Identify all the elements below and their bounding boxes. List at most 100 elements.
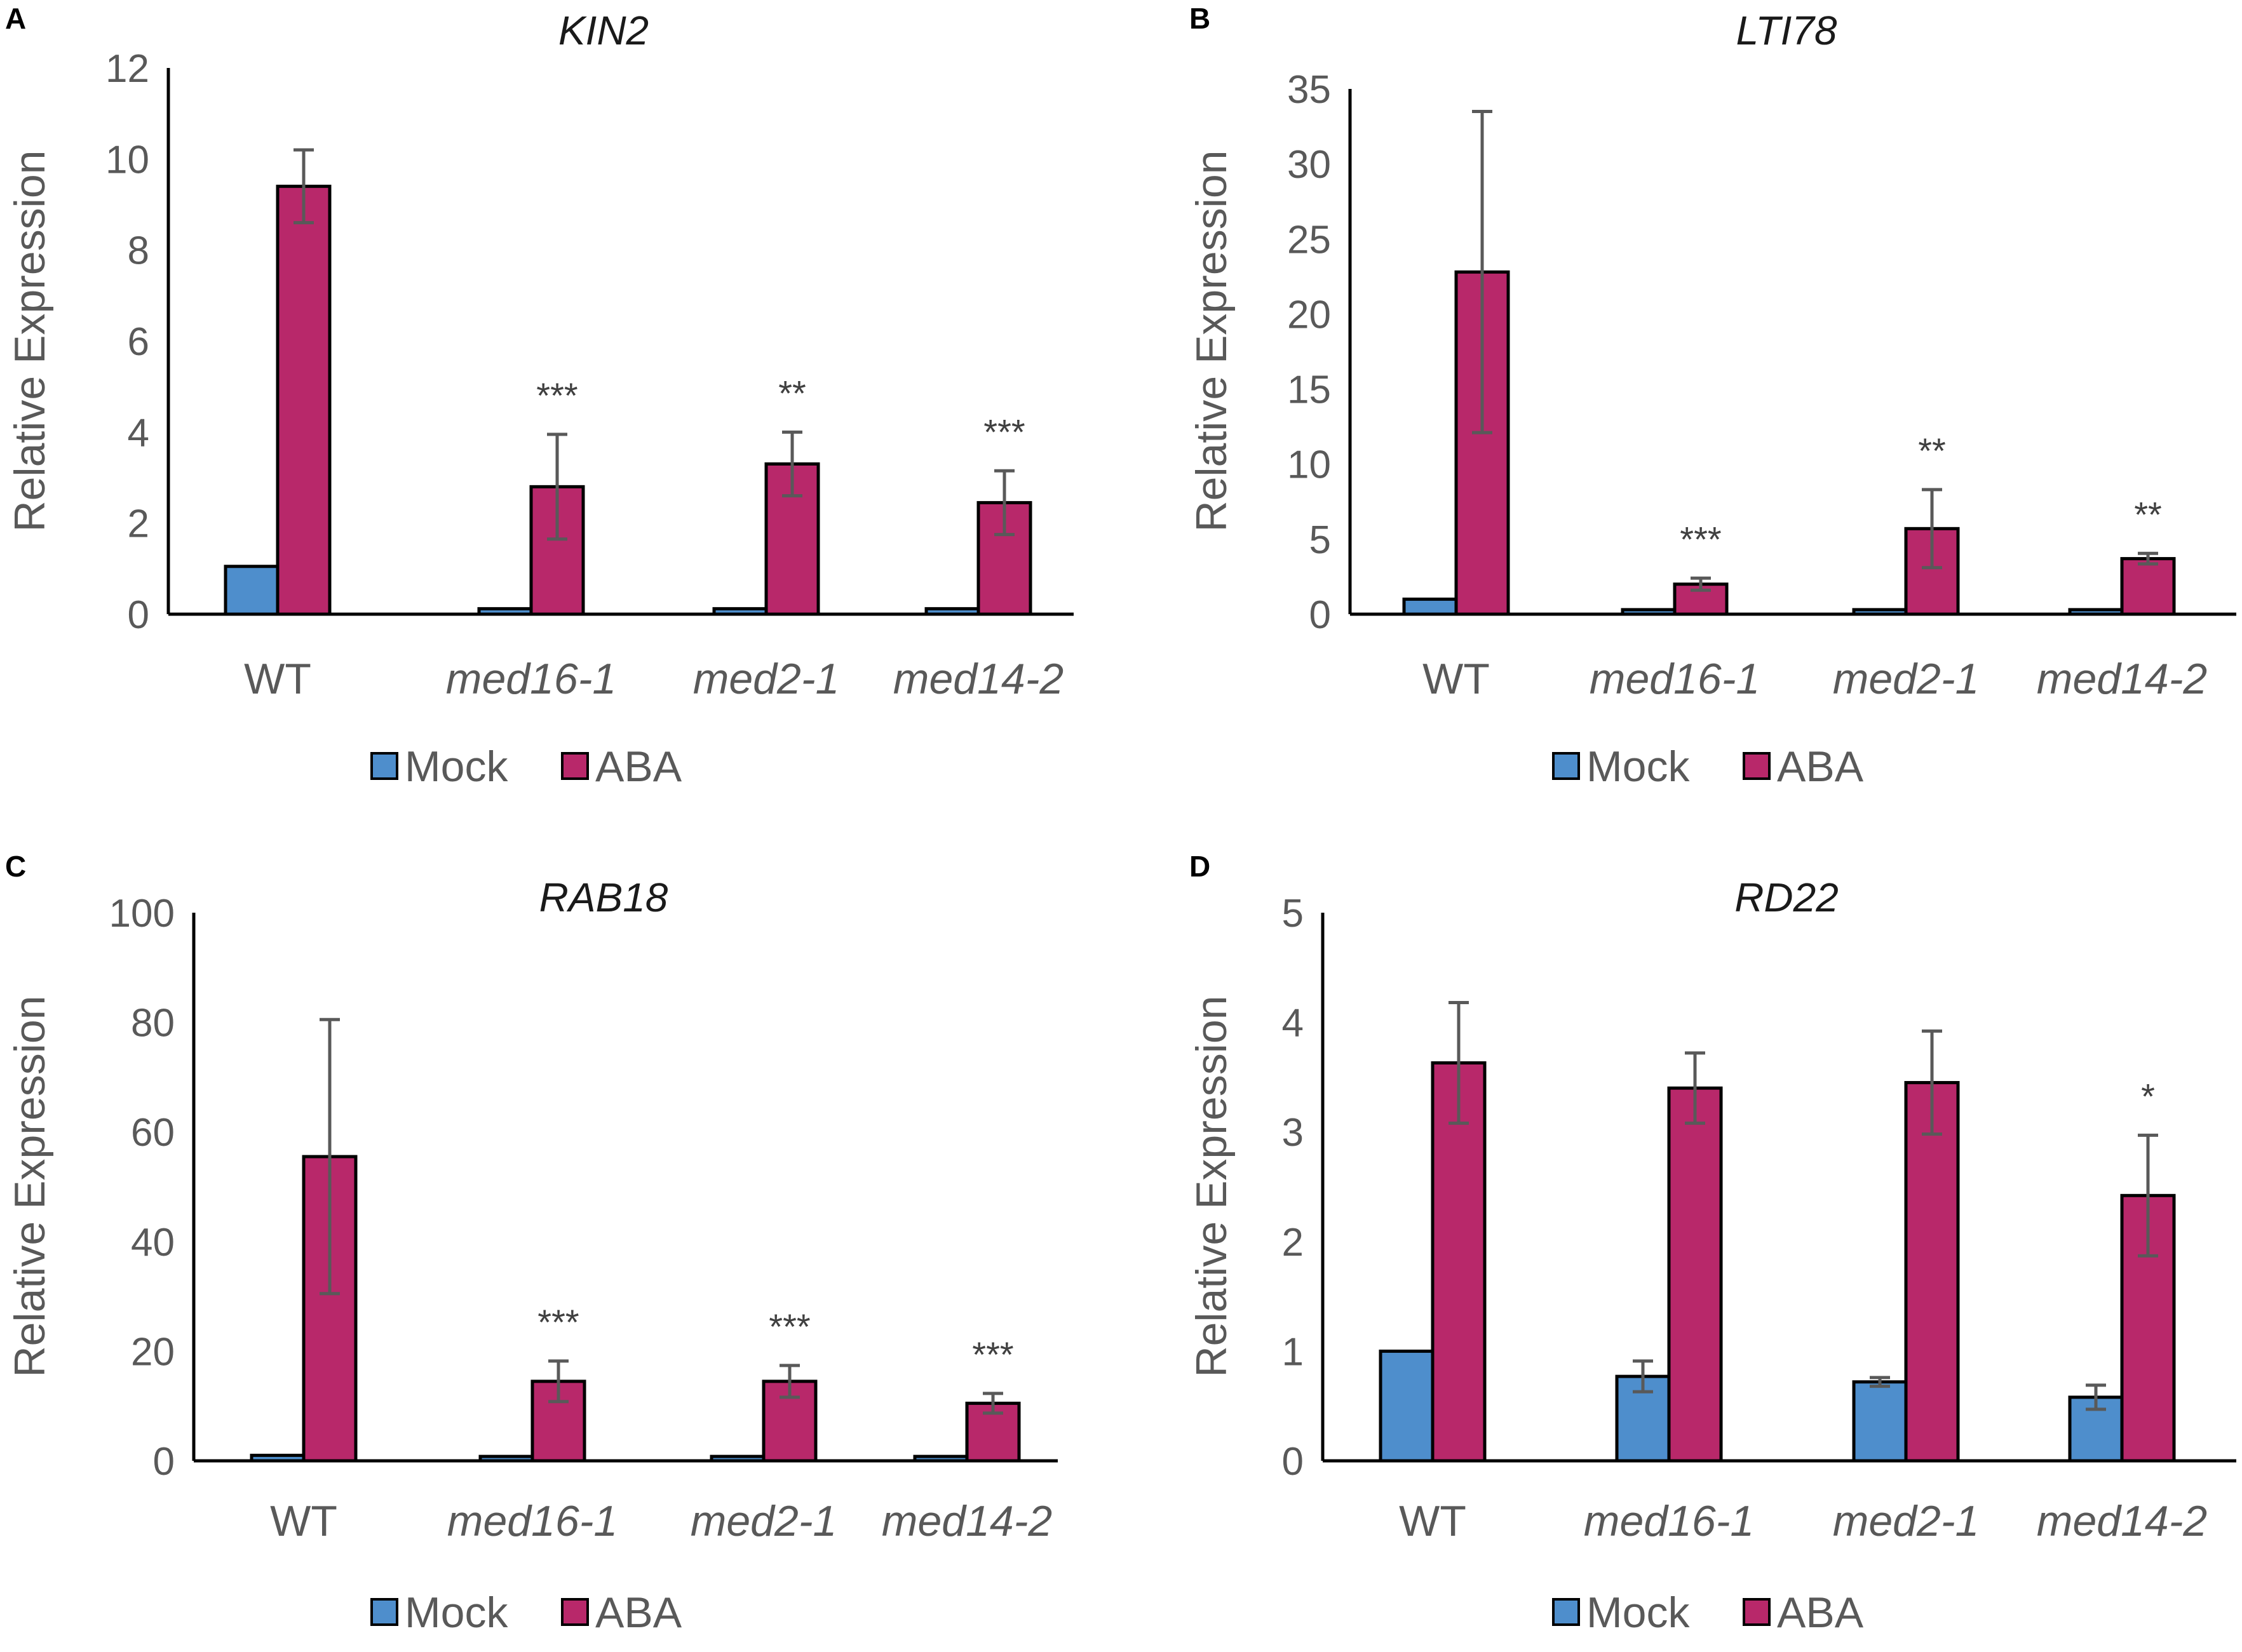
y-tick-label: 10 [1287,443,1331,487]
legend: Mock ABA [1552,1588,1864,1637]
x-tick-label: WT [270,1497,337,1545]
y-tick-label: 2 [1282,1221,1304,1265]
bar-aba-med16-1 [1667,1086,1723,1463]
x-tick-label: med16-1 [1584,1497,1754,1545]
bar-mock-WT [1402,597,1458,616]
y-tick-label: 8 [128,229,149,273]
legend: Mock ABA [370,1588,682,1637]
significance-marker: *** [536,375,577,415]
y-tick-label: 40 [131,1221,175,1265]
bar-mock-med16-1 [1621,608,1677,616]
y-tick-label: 2 [128,502,149,546]
significance-marker: *** [769,1306,810,1346]
chart-title: RD22 [1734,875,1839,920]
significance-marker: ** [2134,494,2162,534]
bar-mock-med16-1 [477,607,533,616]
y-tick-label: 15 [1287,368,1331,412]
significance-marker: *** [972,1334,1013,1374]
significance-marker: *** [537,1302,579,1342]
bar-mock-med16-1 [478,1454,534,1463]
legend-swatch-mock [1552,752,1580,780]
y-tick-label: 30 [1287,143,1331,187]
y-tick-label: 60 [131,1111,175,1155]
y-tick-label: 0 [1309,593,1331,637]
x-tick-label: med14-2 [893,655,1064,703]
x-tick-label: med2-1 [691,1497,837,1545]
x-tick-label: med16-1 [1590,655,1760,703]
legend-swatch-aba [1743,1598,1771,1626]
bar-mock-med2-1 [1852,1380,1908,1463]
panel-letter: D [1189,850,1210,883]
x-tick-label: WT [244,655,311,703]
x-tick-label: med14-2 [2037,1497,2207,1545]
y-axis-label: Relative Expression [1187,151,1236,532]
significance-marker: ** [778,373,806,413]
y-tick-label: 5 [1309,518,1331,562]
panel-letter: B [1189,2,1210,35]
x-tick-label: med2-1 [1833,655,1980,703]
y-tick-label: 25 [1287,218,1331,262]
panel-letter: C [5,850,26,883]
y-tick-label: 100 [109,892,175,936]
x-tick-label: WT [1399,1497,1466,1545]
bar-aba-med2-1 [1904,1081,1960,1463]
y-tick-label: 10 [105,138,149,182]
legend: Mock ABA [370,742,682,791]
bar-mock-med14-2 [913,1454,969,1463]
bar-mock-WT [224,565,280,616]
y-tick-label: 12 [105,47,149,91]
chart-panel-b: B LTI78 Relative Expression 0 5 10 15 20 25 30 35 W… [1187,2,2236,791]
x-tick-label: med14-2 [2037,655,2207,703]
x-tick-label: WT [1422,655,1490,703]
y-tick-label: 35 [1287,68,1331,112]
chart-panel-a: A KIN2 Relative Expression 0 2 4 6 8 10 12 WT *** me… [5,2,1074,791]
y-tick-label: 80 [131,1002,175,1045]
legend-label-mock: Mock [1586,1588,1690,1637]
y-tick-label: 4 [1282,1002,1304,1045]
chart-panel-c: C RAB18 Relative Expression 0 20 40 60 80 100 WT *… [5,850,1058,1637]
y-tick-label: 1 [1282,1330,1304,1374]
bar-mock-med2-1 [710,1454,766,1463]
chart-title: RAB18 [539,875,668,920]
y-axis-label: Relative Expression [6,151,54,532]
chart-title: LTI78 [1736,8,1837,53]
significance-marker: * [2141,1076,2155,1116]
y-tick-label: 5 [1282,892,1304,936]
legend: Mock ABA [1552,742,1864,791]
significance-marker: *** [983,412,1025,452]
legend-swatch-mock [370,752,398,780]
y-tick-label: 0 [128,593,149,637]
bar-mock-med2-1 [712,607,768,616]
significance-marker: *** [1680,519,1721,559]
x-tick-label: med16-1 [446,655,616,703]
legend-label-mock: Mock [405,742,508,791]
bar-aba-WT [1431,1061,1487,1463]
y-tick-label: 20 [1287,293,1331,337]
y-tick-label: 4 [128,411,149,455]
legend-swatch-aba [561,752,589,780]
bar-aba-med14-2 [2120,557,2176,616]
y-tick-label: 3 [1282,1111,1304,1155]
legend-label-aba: ABA [1777,1588,1864,1637]
legend-label-mock: Mock [405,1588,508,1637]
bar-mock-med14-2 [2068,608,2124,616]
chart-title: KIN2 [558,8,649,53]
legend-swatch-aba [1743,752,1771,780]
y-tick-label: 0 [153,1440,175,1484]
bar-aba-WT [276,184,332,616]
bar-mock-med2-1 [1852,608,1908,616]
y-axis-label: Relative Expression [6,996,54,1378]
y-tick-label: 6 [128,320,149,364]
bar-mock-WT [1379,1349,1435,1463]
legend-label-aba: ABA [595,742,682,791]
significance-marker: ** [1918,431,1946,471]
legend-swatch-mock [1552,1598,1580,1626]
chart-panel-d: D RD22 Relative Expression 0 1 2 3 4 5 WT med16-1 m… [1187,850,2236,1637]
panel-letter: A [5,2,26,35]
x-tick-label: med2-1 [693,655,840,703]
x-tick-label: med16-1 [447,1497,618,1545]
legend-swatch-mock [370,1598,398,1626]
legend-label-aba: ABA [595,1588,682,1637]
legend-swatch-aba [561,1598,589,1626]
